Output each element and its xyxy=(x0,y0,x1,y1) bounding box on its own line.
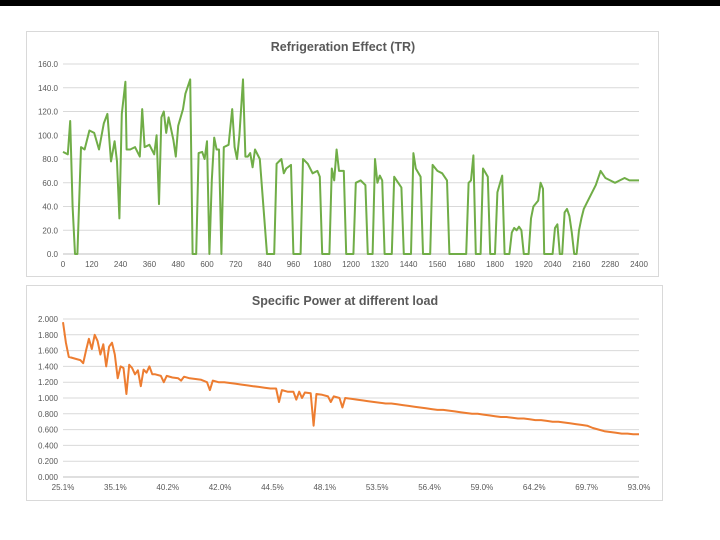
series-line xyxy=(62,322,639,436)
x-tick-label: 960 xyxy=(287,260,301,269)
y-tick-label: 100.0 xyxy=(38,131,59,140)
specific-power-chart-svg: Specific Power at different load 0.000 0.… xyxy=(38,294,651,492)
x-tick-label: 35.1% xyxy=(104,483,127,492)
specific-power-chart: Specific Power at different load 0.000 0.… xyxy=(26,285,663,501)
y-tick-label: 0.0 xyxy=(47,250,59,259)
x-tick-label: 1560 xyxy=(429,260,447,269)
x-tick-label: 2160 xyxy=(573,260,591,269)
x-tick-label: 1920 xyxy=(515,260,533,269)
y-tick-label: 1.200 xyxy=(38,378,59,387)
x-tick-label: 1320 xyxy=(371,260,389,269)
x-tick-label: 40.2% xyxy=(156,483,179,492)
x-tick-label: 25.1% xyxy=(52,483,75,492)
x-tick-label: 240 xyxy=(114,260,128,269)
x-tick-label: 1080 xyxy=(313,260,331,269)
x-tick-label: 44.5% xyxy=(261,483,284,492)
x-tick-label: 53.5% xyxy=(366,483,389,492)
x-tick-label: 120 xyxy=(85,260,99,269)
x-tick-label: 1200 xyxy=(342,260,360,269)
y-tick-label: 0.600 xyxy=(38,426,59,435)
refrigeration-chart-svg: Refrigeration Effect (TR) 0.0 20.0 40.0 60.… xyxy=(38,40,648,269)
x-tick-label: 0 xyxy=(61,260,66,269)
y-tick-label: 2.000 xyxy=(38,315,59,324)
y-tick-label: 0.000 xyxy=(38,473,59,482)
y-tick-label: 0.800 xyxy=(38,410,59,419)
y-tick-label: 1.600 xyxy=(38,347,59,356)
y-tick-label: 1.800 xyxy=(38,331,59,340)
series-line xyxy=(62,78,639,255)
x-tick-label: 56.4% xyxy=(418,483,441,492)
chart-title: Specific Power at different load xyxy=(252,294,438,308)
x-tick-label: 480 xyxy=(172,260,186,269)
y-tick-label: 80.0 xyxy=(42,155,58,164)
x-tick-label: 2280 xyxy=(601,260,619,269)
x-tick-label: 360 xyxy=(143,260,157,269)
x-tick-label: 720 xyxy=(229,260,243,269)
y-tick-label: 20.0 xyxy=(42,226,58,235)
x-tick-label: 1680 xyxy=(457,260,475,269)
x-tick-label: 93.0% xyxy=(628,483,651,492)
x-tick-label: 600 xyxy=(200,260,214,269)
y-tick-label: 120.0 xyxy=(38,108,59,117)
y-tick-label: 140.0 xyxy=(38,84,59,93)
x-tick-label: 1440 xyxy=(400,260,418,269)
chart-title: Refrigeration Effect (TR) xyxy=(271,40,415,54)
x-tick-label: 42.0% xyxy=(209,483,232,492)
x-tick-label: 2400 xyxy=(630,260,648,269)
y-tick-label: 40.0 xyxy=(42,203,58,212)
y-tick-label: 0.200 xyxy=(38,457,59,466)
y-tick-label: 1.000 xyxy=(38,394,59,403)
x-tick-label: 2040 xyxy=(544,260,562,269)
y-tick-label: 60.0 xyxy=(42,179,58,188)
y-tick-label: 1.400 xyxy=(38,362,59,371)
x-tick-label: 48.1% xyxy=(313,483,336,492)
y-tick-label: 0.400 xyxy=(38,441,59,450)
top-bar xyxy=(0,0,720,6)
refrigeration-chart: Refrigeration Effect (TR) 0.0 20.0 40.0 60.… xyxy=(26,31,659,277)
y-tick-label: 160.0 xyxy=(38,60,59,69)
x-tick-label: 1800 xyxy=(486,260,504,269)
x-tick-label: 840 xyxy=(258,260,272,269)
x-tick-label: 69.7% xyxy=(575,483,598,492)
x-tick-label: 64.2% xyxy=(523,483,546,492)
x-tick-label: 59.0% xyxy=(471,483,494,492)
